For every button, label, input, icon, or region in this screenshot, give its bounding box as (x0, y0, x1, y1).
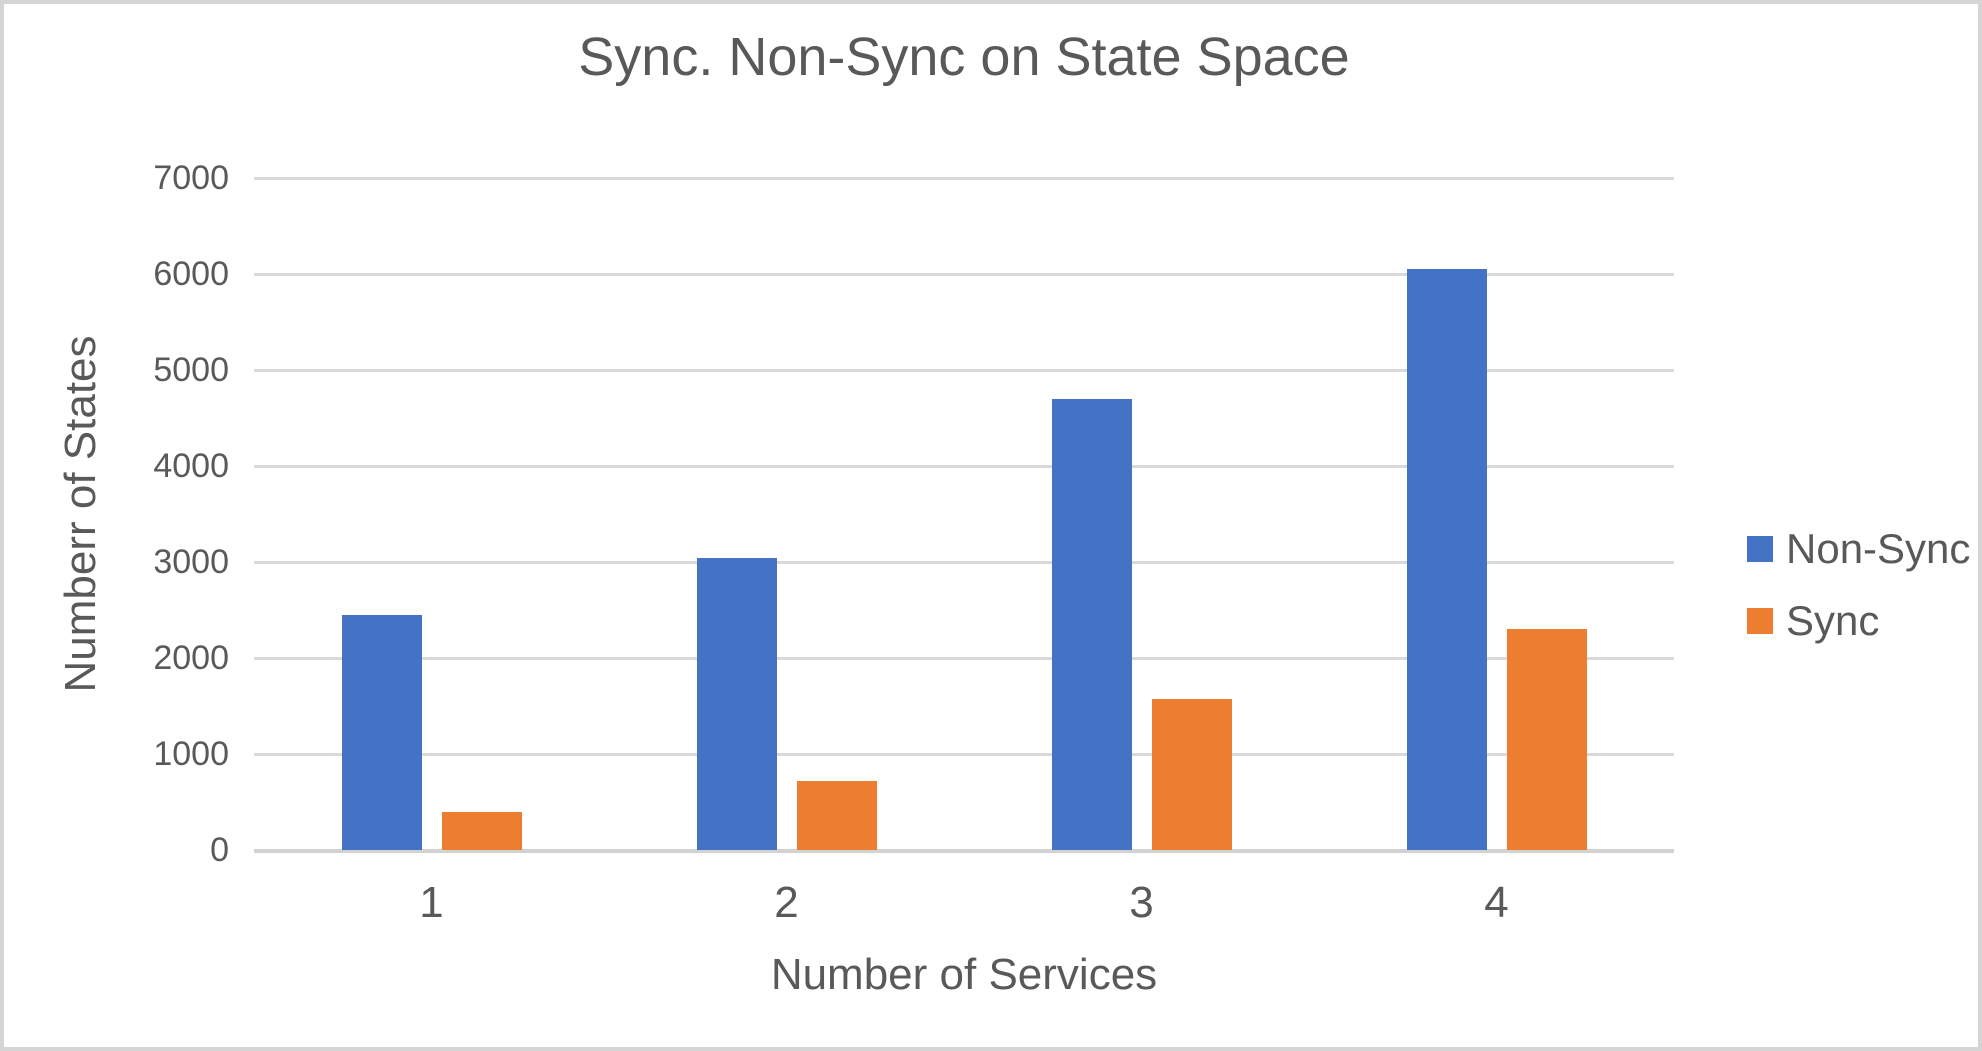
chart-title: Sync. Non-Sync on State Space (578, 27, 1350, 87)
bar-sync-cat1 (441, 811, 522, 850)
bar-sync-cat4 (1506, 629, 1587, 850)
bar-sync-cat2 (796, 780, 877, 850)
legend-item-non-sync: Non-Sync (1747, 528, 1970, 570)
legend-swatch-non-sync (1747, 536, 1773, 562)
gridline-1000 (254, 752, 1674, 756)
legend-label-sync: Sync (1786, 597, 1880, 644)
legend-label-non-sync: Non-Sync (1786, 525, 1971, 572)
gridline-4000 (254, 464, 1674, 468)
y-axis-tick-label-1000: 1000 (153, 735, 229, 773)
bar-non-sync-cat1 (341, 614, 422, 850)
gridline-2000 (254, 656, 1674, 660)
y-axis-tick-label-6000: 6000 (153, 255, 229, 293)
bar-non-sync-cat2 (696, 558, 777, 850)
x-axis-tick-label-2: 2 (774, 878, 799, 927)
gridline-5000 (254, 368, 1674, 372)
y-axis-tick-label-2000: 2000 (153, 639, 229, 677)
y-axis-tick-label-0: 0 (210, 831, 229, 869)
gridline-0 (254, 848, 1674, 853)
x-axis-tick-label-3: 3 (1129, 878, 1154, 927)
gridline-6000 (254, 272, 1674, 276)
legend-item-sync: Sync (1747, 600, 1970, 642)
bar-non-sync-cat3 (1051, 398, 1132, 850)
legend-swatch-sync (1747, 608, 1773, 634)
gridline-7000 (254, 176, 1674, 180)
x-axis-tick-label-4: 4 (1484, 878, 1509, 927)
x-axis-tick-label-1: 1 (419, 878, 444, 927)
legend: Non-Sync Sync (1747, 528, 1970, 642)
y-axis-tick-label-4000: 4000 (153, 447, 229, 485)
y-axis-title: Numberr of States (56, 335, 105, 693)
y-axis-tick-label-5000: 5000 (153, 351, 229, 389)
gridline-3000 (254, 560, 1674, 564)
x-axis-title: Number of Services (770, 950, 1158, 999)
y-axis-tick-label-7000: 7000 (153, 159, 229, 197)
bar-non-sync-cat4 (1406, 269, 1487, 850)
bar-sync-cat3 (1151, 699, 1232, 850)
y-axis-tick-label-3000: 3000 (153, 543, 229, 581)
